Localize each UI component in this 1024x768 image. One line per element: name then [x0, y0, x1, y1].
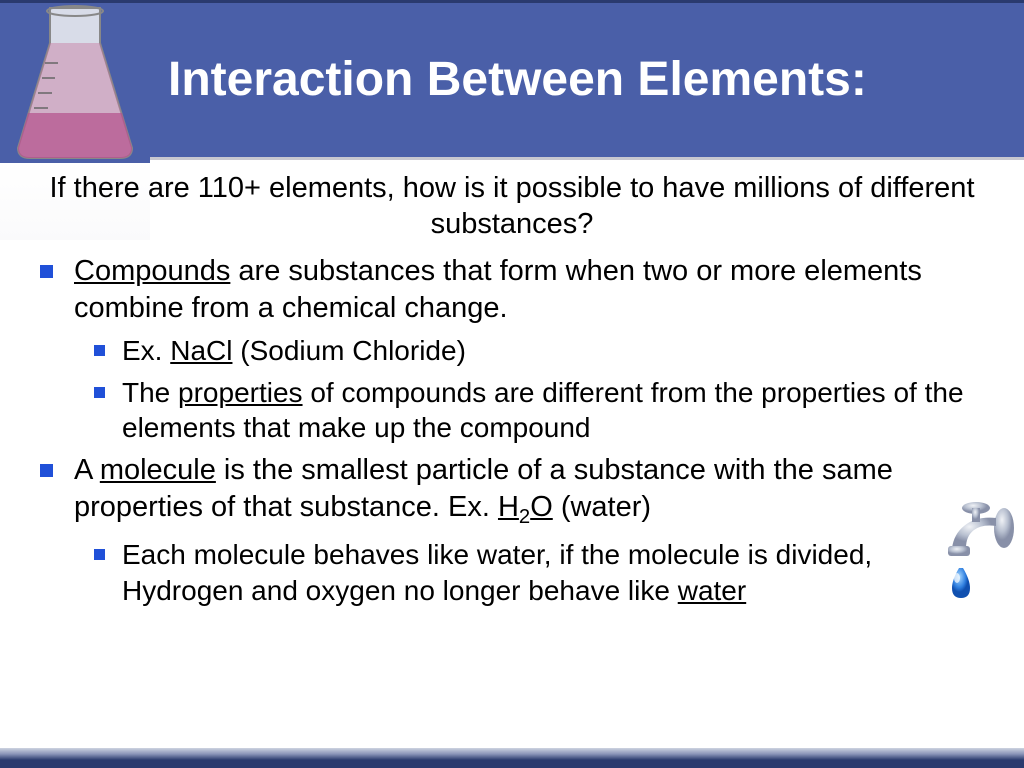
- term-nacl: NaCl: [170, 335, 232, 366]
- flask-icon: [0, 3, 150, 163]
- bullet-water-behavior: Each molecule behaves like water, if the…: [116, 537, 988, 609]
- text-span: Each molecule behaves like water, if the…: [122, 539, 872, 606]
- slide-header: Interaction Between Elements:: [0, 0, 1024, 160]
- faucet-icon: [926, 498, 1016, 608]
- sub-list: Each molecule behaves like water, if the…: [74, 537, 988, 609]
- text-span: The: [122, 377, 178, 408]
- bullet-molecule: A molecule is the smallest particle of a…: [64, 452, 988, 609]
- bullet-list: Compounds are substances that form when …: [36, 253, 988, 609]
- term-compounds: Compounds: [74, 255, 230, 287]
- sub-list: Ex. NaCl (Sodium Chloride) The propertie…: [74, 333, 988, 446]
- slide-content: If there are 110+ elements, how is it po…: [0, 160, 1024, 609]
- header-inner: Interaction Between Elements:: [0, 3, 1024, 157]
- bullet-properties: The properties of compounds are differen…: [116, 375, 988, 447]
- formula-o: O: [530, 491, 553, 523]
- text-span: Ex.: [122, 335, 170, 366]
- slide-title: Interaction Between Elements:: [168, 52, 867, 107]
- footer-bar: [0, 748, 1024, 768]
- bullet-nacl: Ex. NaCl (Sodium Chloride): [116, 333, 988, 369]
- text-span: A: [74, 454, 100, 486]
- formula-h: H: [498, 491, 519, 523]
- term-water: water: [678, 575, 746, 606]
- bullet-compounds: Compounds are substances that form when …: [64, 253, 988, 447]
- formula-sub: 2: [519, 506, 530, 528]
- text-span: (water): [553, 491, 651, 523]
- term-properties: properties: [178, 377, 303, 408]
- text-span: (Sodium Chloride): [232, 335, 465, 366]
- intro-question: If there are 110+ elements, how is it po…: [36, 170, 988, 243]
- term-molecule: molecule: [100, 454, 216, 486]
